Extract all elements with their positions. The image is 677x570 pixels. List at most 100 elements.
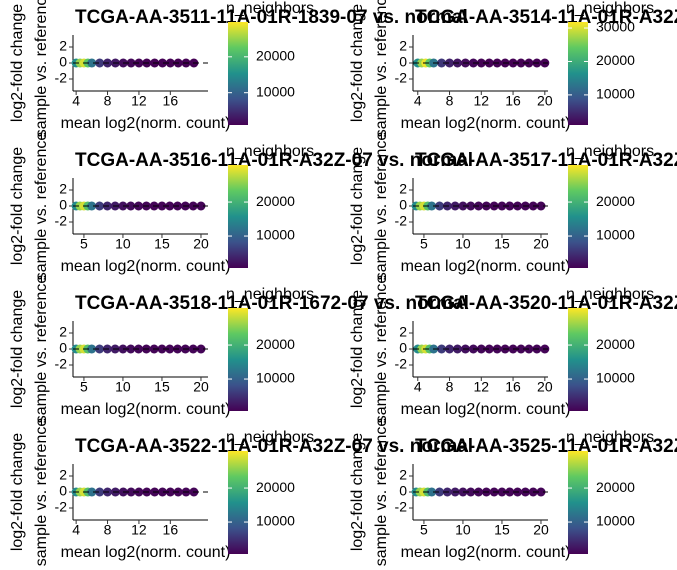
point bbox=[505, 487, 515, 497]
x-tick-label: 16 bbox=[505, 93, 521, 109]
colorbar-title: n_neighbors bbox=[226, 286, 314, 303]
y-axis-title: log2-fold change bbox=[349, 4, 366, 122]
point bbox=[157, 201, 167, 211]
y-tick-label: 0 bbox=[59, 54, 67, 70]
y-axis-title: sample vs. reference bbox=[373, 418, 390, 567]
y-tick-label: 2 bbox=[59, 38, 67, 54]
point bbox=[427, 487, 437, 497]
y-axis-title: sample vs. reference bbox=[33, 418, 50, 567]
x-axis-title: mean log2(norm. count) bbox=[401, 544, 571, 561]
colorbar-tick-label: 20000 bbox=[256, 193, 295, 209]
point bbox=[95, 58, 105, 68]
point bbox=[157, 58, 167, 68]
x-tick-label: 15 bbox=[154, 236, 170, 252]
y-tick-label: -2 bbox=[395, 356, 408, 372]
x-tick-label: 4 bbox=[72, 522, 80, 538]
point bbox=[165, 58, 175, 68]
point bbox=[445, 58, 455, 68]
colorbar-title: n_neighbors bbox=[226, 0, 314, 17]
colorbar-tick-label: 20000 bbox=[256, 336, 295, 352]
y-axis-title: log2-fold change bbox=[9, 147, 26, 265]
colorbar bbox=[228, 451, 248, 554]
x-axis-title: mean log2(norm. count) bbox=[401, 258, 571, 275]
colorbar bbox=[568, 165, 588, 268]
x-tick-label: 8 bbox=[446, 379, 454, 395]
x-tick-label: 16 bbox=[163, 522, 179, 538]
colorbar bbox=[228, 22, 248, 125]
point bbox=[484, 344, 494, 354]
point bbox=[427, 201, 437, 211]
y-tick-label: 0 bbox=[59, 197, 67, 213]
x-axis-title: mean log2(norm. count) bbox=[61, 115, 231, 132]
colorbar-tick-label: 20000 bbox=[596, 52, 635, 68]
point bbox=[126, 58, 136, 68]
x-axis-title: mean log2(norm. count) bbox=[61, 258, 231, 275]
x-tick-label: 4 bbox=[414, 379, 422, 395]
x-tick-label: 16 bbox=[505, 379, 521, 395]
x-tick-label: 10 bbox=[455, 522, 471, 538]
point bbox=[87, 344, 97, 354]
panel-title: TCGA-AA-3514-11A-01R-A32Z-07 vs. normal bbox=[415, 7, 677, 28]
point bbox=[497, 201, 507, 211]
point bbox=[484, 58, 494, 68]
point bbox=[95, 344, 105, 354]
y-axis-title: log2-fold change bbox=[9, 4, 26, 122]
colorbar-tick-label: 10000 bbox=[596, 513, 635, 529]
y-tick-label: 0 bbox=[399, 197, 407, 213]
x-axis-title: mean log2(norm. count) bbox=[61, 401, 231, 418]
point bbox=[536, 201, 546, 211]
point bbox=[165, 487, 175, 497]
x-axis-title: mean log2(norm. count) bbox=[401, 115, 571, 132]
point bbox=[497, 487, 507, 497]
x-tick-label: 10 bbox=[115, 379, 131, 395]
x-tick-label: 20 bbox=[533, 522, 549, 538]
y-tick-label: -2 bbox=[395, 213, 408, 229]
point bbox=[437, 58, 447, 68]
point bbox=[476, 58, 486, 68]
point bbox=[157, 344, 167, 354]
point bbox=[516, 58, 526, 68]
panel-title: TCGA-AA-3511-11A-01R-1839-07 vs. normal bbox=[75, 7, 468, 28]
colorbar bbox=[568, 451, 588, 554]
colorbar bbox=[228, 165, 248, 268]
x-tick-label: 8 bbox=[104, 522, 112, 538]
y-tick-label: 2 bbox=[399, 181, 407, 197]
point bbox=[196, 201, 206, 211]
y-tick-label: 2 bbox=[59, 181, 67, 197]
colorbar-tick-label: 10000 bbox=[256, 370, 295, 386]
panel-title: TCGA-AA-3520-11A-01R-A32Z-07 vs. normal bbox=[415, 293, 677, 314]
x-tick-label: 8 bbox=[104, 93, 112, 109]
x-tick-label: 20 bbox=[537, 379, 553, 395]
y-tick-label: 2 bbox=[399, 324, 407, 340]
x-tick-label: 5 bbox=[420, 236, 428, 252]
y-axis-title: log2-fold change bbox=[9, 433, 26, 551]
x-tick-label: 15 bbox=[494, 522, 510, 538]
y-axis-title: sample vs. reference bbox=[33, 275, 50, 424]
point bbox=[435, 487, 445, 497]
point bbox=[435, 201, 445, 211]
y-tick-label: -2 bbox=[55, 70, 68, 86]
point bbox=[458, 487, 468, 497]
y-axis-title: log2-fold change bbox=[349, 290, 366, 408]
point bbox=[505, 201, 515, 211]
x-tick-label: 15 bbox=[494, 236, 510, 252]
point bbox=[126, 344, 136, 354]
colorbar-title: n_neighbors bbox=[226, 429, 314, 446]
colorbar-tick-label: 10000 bbox=[596, 370, 635, 386]
x-tick-label: 12 bbox=[474, 379, 490, 395]
y-axis-title: sample vs. reference bbox=[373, 132, 390, 281]
point bbox=[118, 201, 128, 211]
colorbar bbox=[568, 22, 588, 125]
x-tick-label: 20 bbox=[193, 236, 209, 252]
point bbox=[458, 201, 468, 211]
point bbox=[437, 344, 447, 354]
x-tick-label: 12 bbox=[131, 522, 147, 538]
y-axis-title: sample vs. reference bbox=[33, 0, 50, 137]
x-tick-label: 4 bbox=[72, 93, 80, 109]
colorbar-tick-label: 20000 bbox=[596, 479, 635, 495]
point bbox=[165, 201, 175, 211]
colorbar-tick-label: 20000 bbox=[256, 48, 295, 64]
y-tick-label: -2 bbox=[55, 213, 68, 229]
colorbar-title: n_neighbors bbox=[566, 429, 654, 446]
